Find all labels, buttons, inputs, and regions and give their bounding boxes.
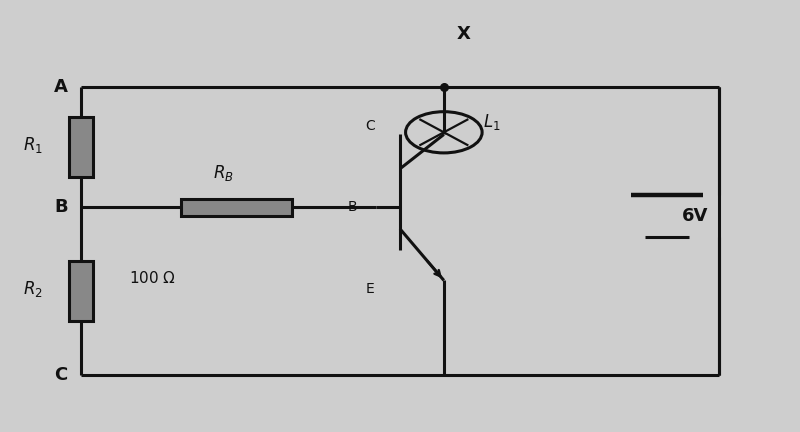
Text: B: B <box>54 198 68 216</box>
Text: $L_1$: $L_1$ <box>483 111 501 132</box>
Bar <box>69 261 93 321</box>
Text: E: E <box>366 282 374 296</box>
Bar <box>69 117 93 178</box>
Text: $R_2$: $R_2$ <box>23 279 43 299</box>
Text: C: C <box>54 366 68 384</box>
Text: C: C <box>365 119 374 133</box>
Text: $R_1$: $R_1$ <box>23 135 43 155</box>
Text: X: X <box>457 25 470 43</box>
Text: A: A <box>54 78 68 96</box>
Bar <box>181 199 292 216</box>
Text: $R_B$: $R_B$ <box>213 163 234 183</box>
Text: 6V: 6V <box>682 207 708 225</box>
Text: 100 $\Omega$: 100 $\Omega$ <box>130 270 177 286</box>
Text: B: B <box>347 200 357 214</box>
